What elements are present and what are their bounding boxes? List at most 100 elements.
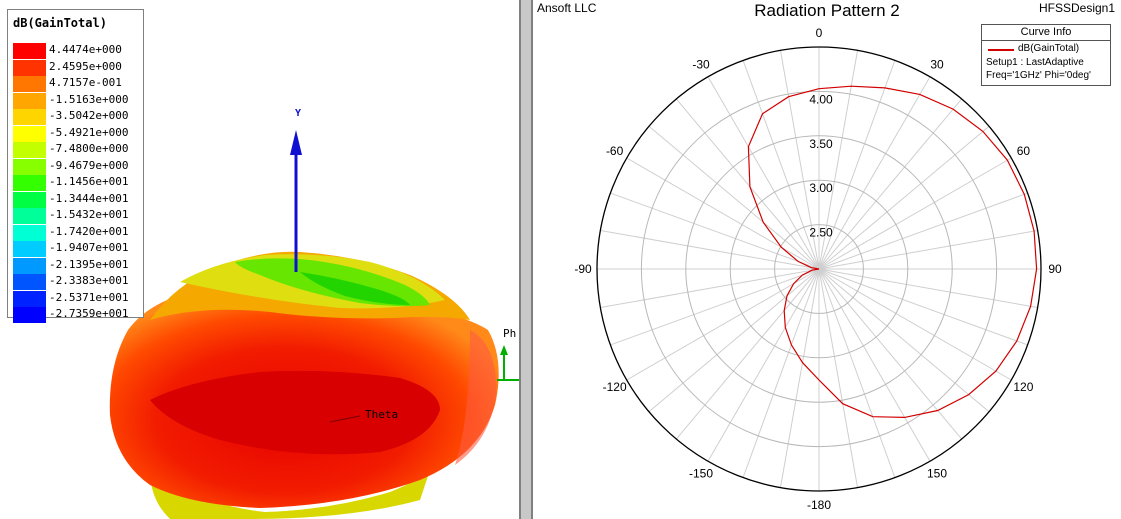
legend-value: -1.3444e+001 <box>49 191 129 205</box>
polar-spoke <box>818 125 990 270</box>
curve-setup: Setup1 : LastAdaptive <box>986 57 1084 68</box>
legend-swatch <box>13 191 46 208</box>
polar-spoke <box>818 268 1012 381</box>
radial-tick-label: 3.00 <box>809 181 833 195</box>
polar-spoke <box>818 50 859 270</box>
angle-tick-label: 0 <box>816 26 823 40</box>
polar-spoke <box>818 98 963 270</box>
plot-title: Radiation Pattern 2 <box>754 1 900 20</box>
legend-swatch <box>13 274 46 290</box>
polar-spoke <box>648 268 820 413</box>
curve-info-legend[interactable]: Curve Info dB(GainTotal) Setup1 : LastAd… <box>981 24 1111 86</box>
gain-curve <box>747 85 1038 419</box>
legend-value: -9.4679e+000 <box>49 158 129 172</box>
pattern-bottom-lobe <box>150 470 430 519</box>
legend-value: -3.5042e+000 <box>49 109 129 122</box>
angle-tick-label: 150 <box>927 466 947 480</box>
angle-tick-label: -90 <box>574 262 592 276</box>
theta-pointer <box>329 415 361 423</box>
polar-ring <box>685 135 953 403</box>
angle-tick-label: -150 <box>689 466 713 480</box>
radial-tick-label: 3.50 <box>809 137 833 151</box>
polar-plot-pane[interactable]: 0 30 60 90 120 150 -180 -150 -120 -90 -60 -30 2.50 3.… <box>533 0 1121 519</box>
legend-title: dB(GainTotal) <box>13 16 107 30</box>
polar-spoke <box>818 192 1028 270</box>
gain-color-legend[interactable]: dB(GainTotal) 4.4474e+000 2.4595e+000 4.71… <box>7 9 144 323</box>
legend-swatch <box>13 59 46 76</box>
polar-ring <box>774 224 864 314</box>
legend-swatch <box>13 224 46 241</box>
angle-tick-label: -30 <box>692 58 710 72</box>
legend-swatch <box>13 158 46 175</box>
polar-spoke <box>818 268 990 413</box>
legend-swatch <box>13 109 46 125</box>
company-label: Ansoft LLC <box>537 1 597 15</box>
polar-ring <box>729 179 909 359</box>
design-name: HFSSDesign1 <box>1038 1 1115 15</box>
angle-tick-label: 30 <box>930 58 944 72</box>
polar-spoke <box>707 76 820 270</box>
polar-spoke <box>818 268 1038 309</box>
polar-spoke <box>818 229 1038 270</box>
legend-value: 2.4595e+000 <box>49 59 122 73</box>
polar-spoke <box>818 76 931 270</box>
phi-axis-label: Ph <box>503 327 517 340</box>
polar-outer-ring <box>596 46 1042 492</box>
polar-spoke <box>779 50 820 270</box>
legend-swatch <box>13 92 46 109</box>
radial-tick-label: 4.00 <box>809 92 833 106</box>
legend-swatch <box>13 290 46 307</box>
legend-value: 4.7157e-001 <box>49 76 122 89</box>
angle-tick-label: -180 <box>807 498 831 512</box>
theta-axis-label: Theta <box>365 408 399 421</box>
y-axis-label: Y <box>295 108 302 119</box>
polar-spoke <box>818 157 1012 270</box>
angle-tick-label: 60 <box>1017 144 1031 158</box>
polar-spoke <box>742 268 820 478</box>
pattern-front-face <box>150 370 440 455</box>
legend-value: -2.7359e+001 <box>49 307 129 320</box>
curve-line-swatch <box>988 49 1014 51</box>
polar-spoke <box>610 192 820 270</box>
legend-value: 4.4474e+000 <box>49 43 122 56</box>
legend-swatch <box>13 125 46 142</box>
3d-view-pane[interactable]: Y Ph Theta dB(GainTotal) 4.4474e+000 2.45… <box>0 0 519 519</box>
legend-value: -5.4921e+000 <box>49 125 129 139</box>
legend-swatch <box>13 307 46 323</box>
polar-ring <box>640 90 998 448</box>
y-axis-arrow <box>290 130 302 155</box>
legend-value: -1.7420e+001 <box>49 224 129 238</box>
polar-spoke <box>707 268 820 462</box>
legend-value: -1.1456e+001 <box>49 175 129 188</box>
polar-spoke <box>600 268 820 309</box>
angle-tick-label: 120 <box>1013 380 1033 394</box>
angle-tick-label: 90 <box>1048 262 1062 276</box>
polar-spoke <box>818 268 859 488</box>
legend-swatch <box>13 257 46 274</box>
legend-swatch <box>13 241 46 257</box>
pane-splitter[interactable] <box>519 0 533 519</box>
radial-tick-label: 2.50 <box>809 226 833 240</box>
curve-freq: Freq='1GHz' Phi='0deg' <box>986 70 1091 81</box>
legend-swatch <box>13 76 46 92</box>
polar-spoke <box>600 229 820 270</box>
polar-spoke <box>648 125 820 270</box>
legend-value: -1.5163e+000 <box>49 92 129 106</box>
polar-spoke <box>675 268 820 440</box>
legend-swatch <box>13 43 46 59</box>
polar-spoke <box>626 157 820 270</box>
curve-info-header: Curve Info <box>982 25 1110 41</box>
3d-radiation-scene[interactable] <box>0 0 519 519</box>
legend-value: -2.5371e+001 <box>49 290 129 304</box>
polar-spoke <box>818 268 931 462</box>
pattern-green-core <box>300 272 410 305</box>
pattern-right-shade <box>455 330 497 465</box>
legend-swatch <box>13 208 46 224</box>
phi-axis-arrow <box>500 345 508 355</box>
polar-spoke <box>818 268 1028 346</box>
angle-tick-label: -60 <box>606 144 624 158</box>
legend-value: -1.5432e+001 <box>49 208 129 221</box>
polar-spoke <box>779 268 820 488</box>
polar-spoke <box>818 268 896 478</box>
polar-spoke <box>742 60 820 270</box>
